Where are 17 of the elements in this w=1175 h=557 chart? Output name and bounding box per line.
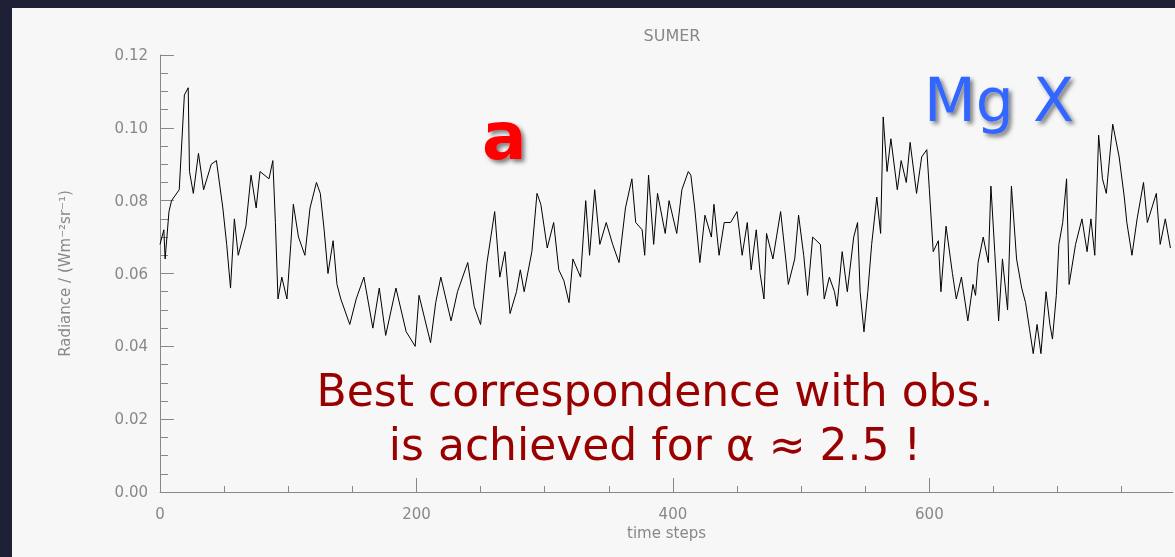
- x-tick-label: 200: [402, 504, 431, 523]
- y-tick-label: 0.04: [114, 337, 148, 356]
- x-tick-label: 400: [658, 504, 688, 523]
- y-tick-label: 0.06: [114, 264, 148, 283]
- annotation: a: [482, 97, 527, 175]
- y-tick-label: 0.12: [114, 46, 148, 64]
- chart-title: SUMER: [643, 25, 701, 45]
- y-tick-label: 0.10: [114, 118, 148, 137]
- x-axis-title: time steps: [627, 524, 707, 543]
- y-tick-label: 0.02: [114, 410, 148, 429]
- annotation: Best correspondence with obs. is achieved for α ≈ 2.5 !: [316, 364, 994, 470]
- x-tick-label: 0: [155, 504, 165, 523]
- y-axis-title: Radiance / (Wm⁻²sr⁻¹): [55, 190, 74, 357]
- annotation: Mg X: [924, 65, 1075, 135]
- x-tick-label: 600: [915, 504, 944, 523]
- y-tick-label: 0.00: [114, 483, 148, 501]
- y-tick-label: 0.08: [114, 191, 148, 210]
